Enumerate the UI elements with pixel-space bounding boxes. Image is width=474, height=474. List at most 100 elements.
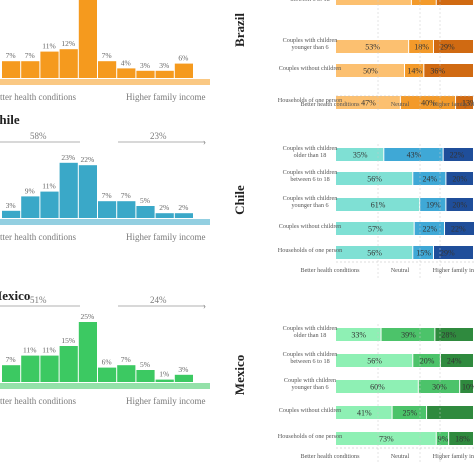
axis-right-label: Higher family income [126,232,205,242]
histogram-bar [59,346,78,382]
stacked-segment [424,64,473,77]
histogram-bar [40,51,59,78]
stacked-segment [384,148,443,161]
right-share-label: 24% [150,295,167,305]
axis-label-left: Better health conditions [300,267,360,274]
segment-value-label: 36% [430,67,445,76]
segment-value-label: 19% [426,201,441,210]
histogram-3: Mexico 7% 11% 11% 15% 25% 6% 7% 5% 1% 3% 51% 24% › Bet… [0,288,210,406]
axis-label-middle: Neutral [391,453,410,460]
stacked-segment [336,148,384,161]
row-category-label: Couples with children [283,169,338,176]
row-category-label: younger than 6 [291,384,328,391]
segment-value-label: 56% [367,249,382,258]
histogram-bar [98,367,117,382]
stacked-segment [427,406,473,419]
stacked-segment [413,172,446,185]
row-category-label: Households of one person [278,97,342,104]
histogram-bar [155,70,174,78]
segment-value-label: 10% [462,383,474,392]
stacked-segment [336,246,413,259]
right-share-label: 23% [150,131,167,141]
histogram-bar [136,70,155,78]
stacked-segment [381,328,435,341]
bar-value-label: 11% [42,182,55,191]
stacked-segment [411,0,436,5]
axis-right-label: Higher family income [126,92,205,102]
stacked-segment [336,198,420,211]
histogram-bar [117,68,136,78]
stacked-segment [336,64,404,77]
stacked-segment [336,432,436,445]
row-category-label: Couple with children [284,377,336,384]
histogram-bar [98,61,117,78]
segment-value-label: 9% [438,435,449,444]
histogram-bar [21,61,40,78]
stacked-segment [418,380,460,393]
stacked-segment [392,406,427,419]
row-category-label: Couples without children [279,65,342,72]
segment-value-label: 40% [421,99,436,108]
bar-value-label: 3% [178,365,188,374]
segment-value-label: 20% [452,201,467,210]
row-category-label: Couples with children [283,195,338,202]
segment-value-label: 14% [407,67,422,76]
stacked-segment [336,222,414,235]
histogram-bar [2,61,21,78]
row-category-label: Couples with children [283,351,338,358]
bar-value-label: 7% [121,191,131,200]
stacked-segment [436,0,473,5]
bar-value-label: 7% [102,191,112,200]
histogram-1: 7%7%11%12%7%4%3%3%6%47%24%›Better health… [0,0,210,102]
row-category-label: Couples with children [283,37,338,44]
baseline-strip [0,219,210,225]
segment-value-label: 57% [368,225,383,234]
segment-value-label: 30% [432,383,447,392]
row-category-label: Households of one person [278,433,342,440]
row-category-label: Couples with children [283,325,338,332]
bar-value-label: 7% [6,51,16,60]
histogram-bar [78,165,97,218]
segment-value-label: 22% [450,151,465,160]
row-category-label: between 6 to 18 [290,176,329,183]
segment-value-label: 47% [361,99,376,108]
segment-value-label: 13% [462,99,474,108]
bar-value-label: 25% [81,312,95,321]
histogram-bar [155,379,174,382]
histogram-bar [78,0,97,78]
bar-value-label: 6% [102,358,112,367]
row-category-label: between 6 to 18 [290,0,329,3]
left-share-label: 58% [30,131,47,141]
stacked-panel-1: Brazil Couples with children between 6 to … [232,0,474,112]
bar-value-label: 7% [121,355,131,364]
bar-value-label: 3% [159,61,169,70]
axis-label-right: Higher family income [433,453,474,460]
stacked-segment [336,96,400,109]
stacked-segment [336,406,392,419]
segment-value-label: 24% [423,175,438,184]
axis-label-right: Higher family income [433,267,474,274]
segment-value-label: 20% [420,357,435,366]
stacked-segment [409,40,433,53]
histogram-bar [155,213,174,218]
histogram-bar [40,191,59,218]
histogram-bar [59,162,78,218]
segment-value-label: 15% [416,249,431,258]
segment-value-label: 56% [367,357,382,366]
row-category-label: older than 18 [294,332,327,339]
bar-value-label: 11% [42,346,55,355]
bar-value-label: 2% [178,203,188,212]
segment-value-label: 22% [423,225,438,234]
axis-label-left: Better health conditions [300,453,360,460]
stacked-segment [436,432,449,445]
baseline-strip [0,79,210,85]
segment-value-label: 61% [371,201,386,210]
row-category-label: between 6 to 18 [290,358,329,365]
stacked-segment [446,172,473,185]
bar-value-label: 9% [25,186,35,195]
axis-label-middle: Neutral [391,267,410,274]
bar-value-label: 11% [23,346,36,355]
segment-value-label: 56% [367,175,382,184]
